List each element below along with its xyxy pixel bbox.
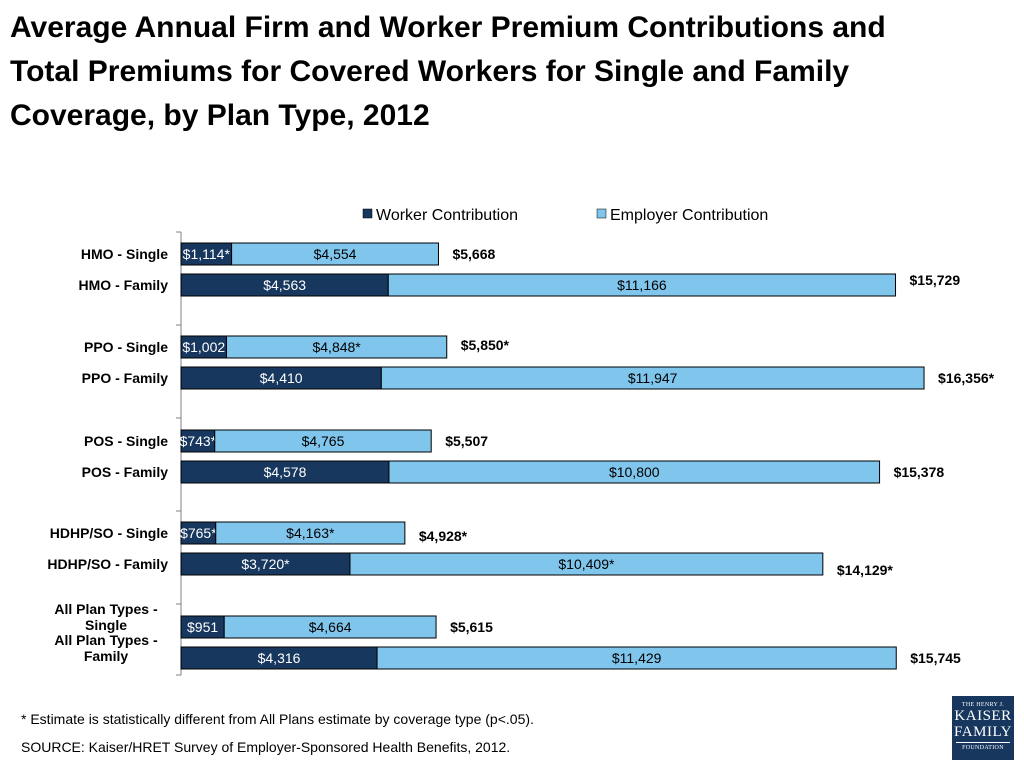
data-label-total: $5,615 xyxy=(450,619,493,635)
data-label-worker: $4,316 xyxy=(258,650,301,666)
data-label-worker: $4,410 xyxy=(260,370,303,386)
data-label-total: $5,507 xyxy=(445,433,488,449)
data-label-employer: $11,429 xyxy=(612,650,662,666)
data-label-worker: $765* xyxy=(180,525,217,541)
logo-line-2a: KAISER xyxy=(954,708,1012,724)
category-label: PPO - Family xyxy=(82,370,169,386)
bar-employer-contribution xyxy=(231,242,439,266)
category-label: POS - Single xyxy=(84,433,168,449)
data-label-employer: $11,947 xyxy=(628,370,678,386)
data-label-total: $5,668 xyxy=(452,246,495,262)
category-label: All Plan Types -Family xyxy=(54,632,158,664)
legend-swatch-worker xyxy=(362,208,373,219)
data-label-employer: $4,664 xyxy=(309,619,352,635)
category-label: All Plan Types -Single xyxy=(54,601,158,633)
data-label-total: $14,129* xyxy=(837,562,894,578)
category-label: HDHP/SO - Single xyxy=(50,525,168,541)
data-label-total: $15,378 xyxy=(894,464,945,480)
bar-employer-contribution xyxy=(215,521,406,545)
category-label: HDHP/SO - Family xyxy=(47,556,168,572)
data-label-worker: $4,578 xyxy=(264,464,307,480)
logo-line-3: FOUNDATION xyxy=(956,742,1010,751)
data-label-employer: $11,166 xyxy=(617,277,667,293)
category-label: PPO - Single xyxy=(84,339,168,355)
bar-employer-contribution xyxy=(388,460,881,484)
bar-employer-contribution xyxy=(226,335,448,359)
data-label-total: $15,729 xyxy=(910,272,961,288)
data-label-worker: $951 xyxy=(187,619,218,635)
bar-employer-contribution xyxy=(376,646,897,670)
data-label-worker: $1,114* xyxy=(183,246,231,262)
chart-title-line-2: Total Premiums for Covered Workers for S… xyxy=(10,55,850,88)
data-label-total: $16,356* xyxy=(938,370,995,386)
kaiser-family-foundation-logo: THE HENRY J. KAISER FAMILY FOUNDATION xyxy=(952,696,1014,760)
bar-employer-contribution xyxy=(380,366,925,390)
chart-title: Average Annual Firm and Worker Premium C… xyxy=(10,6,1020,138)
category-label: POS - Family xyxy=(82,464,169,480)
bar-employer-contribution xyxy=(387,273,897,297)
data-label-worker: $3,720* xyxy=(241,556,290,572)
bar-employer-contribution xyxy=(214,429,432,453)
data-label-employer: $4,554 xyxy=(314,246,357,262)
category-label: HMO - Single xyxy=(81,246,168,262)
source-note: SOURCE: Kaiser/HRET Survey of Employer-S… xyxy=(21,739,511,755)
data-label-worker: $743* xyxy=(180,433,217,449)
data-label-total: $4,928* xyxy=(419,528,468,544)
data-label-employer: $10,800 xyxy=(609,464,660,480)
bar-employer-contribution xyxy=(223,615,437,639)
chart-title-line-3: Coverage, by Plan Type, 2012 xyxy=(10,99,430,132)
legend-label-employer: Employer Contribution xyxy=(610,207,768,224)
data-label-worker: $4,563 xyxy=(263,277,306,293)
stacked-bar-chart: Worker Contribution Employer Contribution… xyxy=(47,207,995,676)
data-label-employer: $4,848* xyxy=(312,339,361,355)
legend-swatch-employer xyxy=(596,208,607,219)
footnote: * Estimate is statistically different fr… xyxy=(21,711,534,727)
data-label-total: $15,745 xyxy=(910,650,961,666)
chart-title-line-1: Average Annual Firm and Worker Premium C… xyxy=(10,11,886,44)
data-label-employer: $4,765 xyxy=(302,433,345,449)
bar-employer-contribution xyxy=(349,552,824,576)
category-label: HMO - Family xyxy=(79,277,169,293)
data-label-employer: $10,409* xyxy=(558,556,615,572)
legend-label-worker: Worker Contribution xyxy=(376,207,518,224)
data-label-employer: $4,163* xyxy=(286,525,335,541)
logo-line-1: THE HENRY J. xyxy=(961,702,1005,708)
data-label-total: $5,850* xyxy=(461,337,510,353)
data-label-worker: $1,002 xyxy=(182,339,225,355)
logo-line-2b: FAMILY xyxy=(954,724,1012,740)
